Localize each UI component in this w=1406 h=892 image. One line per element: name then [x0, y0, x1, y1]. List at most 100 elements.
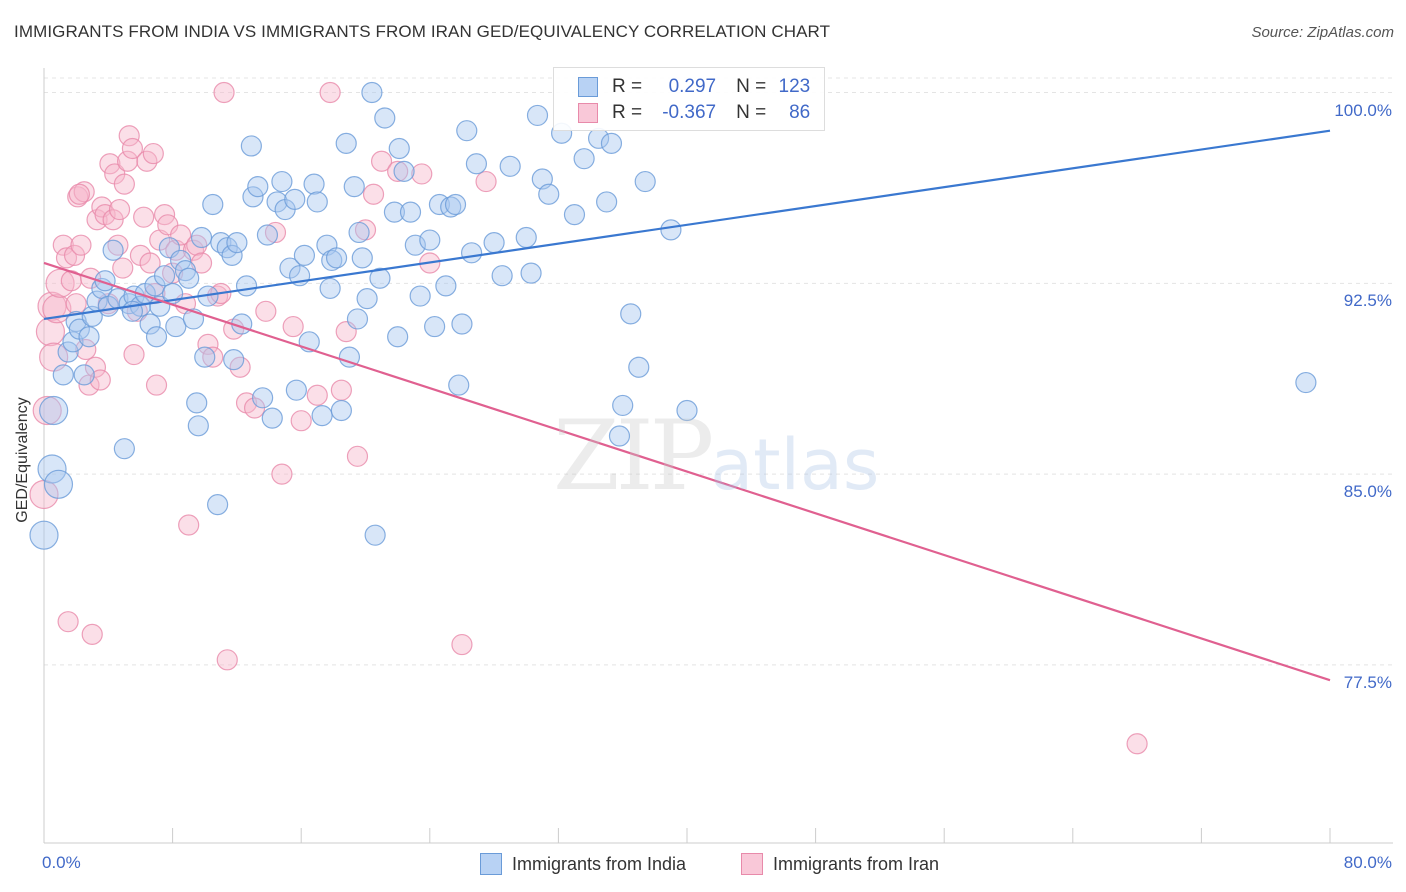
india-point: [448, 374, 470, 396]
iran-point: [142, 142, 164, 165]
watermark-atlas: atlas: [710, 424, 880, 506]
india-point: [515, 226, 537, 249]
iran-point: [75, 338, 97, 361]
india-point: [285, 379, 307, 401]
iran-point: [81, 623, 103, 645]
india-point: [202, 193, 224, 216]
iran-point: [70, 234, 92, 256]
india-point: [499, 155, 521, 177]
india-point: [165, 315, 187, 338]
india-point: [520, 262, 542, 284]
india-point: [451, 313, 473, 335]
iran-point: [451, 633, 473, 656]
india-point: [266, 191, 288, 213]
chart-source: Source: ZipAtlas.com: [1251, 24, 1394, 41]
india-point: [608, 425, 631, 447]
iran-point: [133, 206, 155, 228]
iran-point: [55, 247, 78, 269]
india-point: [538, 183, 560, 205]
india-point: [596, 191, 618, 213]
india-point: [393, 160, 415, 182]
iran-legend-swatch: [741, 853, 763, 875]
india-legend-swatch: [480, 853, 502, 875]
india-point: [221, 244, 243, 266]
iran-point: [271, 463, 293, 485]
india-swatch: [578, 77, 598, 97]
india-point: [306, 191, 328, 213]
india-point: [52, 364, 74, 386]
iran-point: [370, 150, 393, 172]
india-point: [37, 454, 67, 484]
iran-legend-label: Immigrants from Iran: [773, 853, 940, 874]
iran-n-label: N =: [736, 102, 767, 123]
india-point: [43, 469, 74, 499]
iran-point: [282, 315, 304, 338]
india-point: [660, 219, 682, 241]
india-point: [240, 135, 262, 157]
india-point: [634, 170, 656, 193]
iran-point: [116, 150, 139, 172]
india-point: [387, 326, 409, 348]
india-point: [78, 326, 100, 348]
india-point: [207, 494, 229, 516]
iran-point: [123, 343, 145, 366]
iran-point: [118, 125, 140, 147]
iran-point: [113, 173, 135, 195]
iran-point: [330, 379, 352, 401]
india-point: [383, 201, 406, 223]
india-point: [338, 346, 361, 368]
india-point: [343, 176, 365, 198]
watermark: ZIPatlas: [553, 400, 879, 512]
india-point: [170, 249, 192, 272]
iran-point: [102, 209, 124, 231]
india-point: [102, 239, 124, 261]
india-point: [563, 204, 586, 226]
india-n-value: 123: [778, 76, 811, 97]
india-point: [351, 247, 373, 269]
india-point: [187, 415, 209, 437]
iran-point: [145, 374, 168, 396]
india-point: [247, 176, 269, 198]
india-point: [424, 315, 446, 338]
india-point: [94, 270, 116, 292]
iran-r-value: -0.367: [662, 102, 717, 123]
iran-point: [65, 293, 87, 315]
india-point: [325, 247, 348, 269]
iran-point: [346, 445, 369, 467]
india-point: [456, 120, 478, 142]
india-point: [194, 346, 216, 368]
iran-r-label: R =: [612, 102, 643, 123]
iran-point: [306, 384, 328, 406]
india-point: [483, 232, 505, 254]
india-point: [303, 173, 325, 195]
bottom-legend-iran[interactable]: Immigrants from Iran: [741, 852, 939, 876]
iran-point: [290, 410, 312, 432]
india-point: [113, 438, 135, 460]
bottom-legend-india[interactable]: Immigrants from India: [480, 852, 686, 876]
india-point: [600, 132, 623, 155]
iran-point: [68, 183, 90, 205]
india-point: [242, 186, 264, 208]
india-point: [1295, 371, 1317, 394]
y-tick-label: 77.5%: [1343, 672, 1392, 692]
iran-point: [411, 163, 433, 185]
india-point: [399, 201, 422, 223]
india-point: [284, 188, 306, 210]
india-point: [444, 193, 467, 216]
india-point: [388, 137, 410, 160]
iran-n-value: 86: [789, 102, 811, 123]
iran-trend-line: [43, 261, 1331, 682]
stats-legend: R = 0.297 N = 123 R = -0.367 N = 86: [553, 67, 825, 131]
india-point: [57, 341, 79, 363]
india-trend-line: [43, 129, 1331, 321]
india-point: [252, 387, 274, 409]
india-point: [223, 349, 245, 371]
india-point: [330, 399, 352, 422]
india-point: [73, 364, 95, 386]
x-tick-label-min: 0.0%: [42, 853, 81, 872]
india-point: [374, 107, 396, 129]
y-tick-label: 100.0%: [1334, 100, 1392, 120]
india-point: [29, 520, 59, 550]
watermark-zip: ZIP: [553, 400, 714, 512]
